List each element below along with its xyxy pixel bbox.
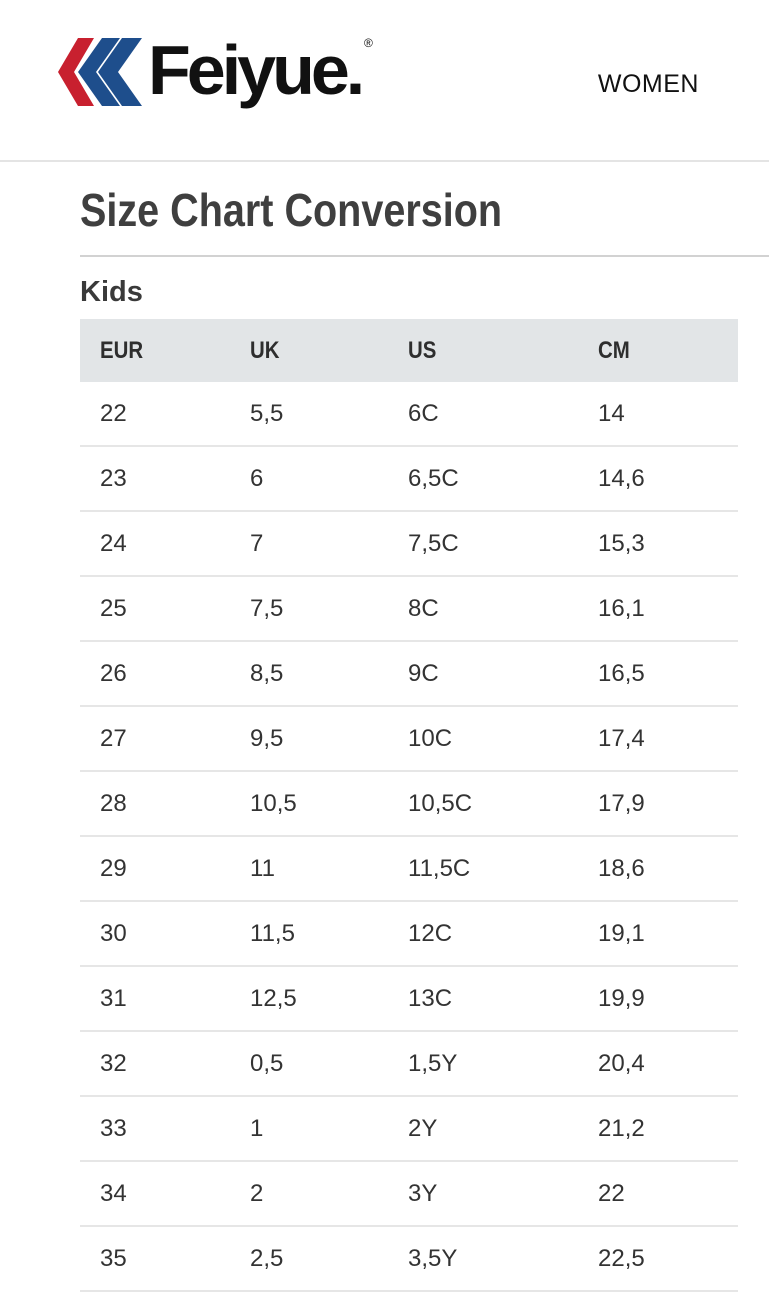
cell-us: 10C bbox=[408, 706, 598, 772]
cell-us: 6,5C bbox=[408, 446, 598, 512]
table-row: 35 2,5 3,5Y 22,5 bbox=[80, 1226, 738, 1292]
cell-us: 3,5Y bbox=[408, 1226, 598, 1292]
cell-uk: 11,5 bbox=[250, 901, 408, 967]
cell-us: 10,5C bbox=[408, 771, 598, 837]
section-title-kids: Kids bbox=[80, 276, 143, 308]
cell-cm: 14 bbox=[598, 382, 738, 447]
cell-us: 6C bbox=[408, 382, 598, 447]
cell-uk: 6 bbox=[250, 446, 408, 512]
cell-cm: 17,4 bbox=[598, 706, 738, 772]
cell-cm: 16,1 bbox=[598, 576, 738, 642]
cell-us: 7,5C bbox=[408, 511, 598, 577]
cell-us: 12C bbox=[408, 901, 598, 967]
table-row: 32 0,5 1,5Y 20,4 bbox=[80, 1031, 738, 1097]
cell-uk: 5,5 bbox=[250, 382, 408, 447]
cell-uk: 8,5 bbox=[250, 641, 408, 707]
header-divider bbox=[0, 160, 769, 162]
cell-cm: 22 bbox=[598, 1161, 738, 1227]
column-header-cm: CM bbox=[598, 319, 738, 382]
cell-eur: 29 bbox=[80, 836, 250, 902]
cell-cm: 15,3 bbox=[598, 511, 738, 577]
cell-uk: 7,5 bbox=[250, 576, 408, 642]
cell-eur: 26 bbox=[80, 641, 250, 707]
cell-eur: 32 bbox=[80, 1031, 250, 1097]
cell-uk: 7 bbox=[250, 511, 408, 577]
column-header-eur: EUR bbox=[80, 319, 250, 382]
cell-uk: 9,5 bbox=[250, 706, 408, 772]
table-row: 27 9,5 10C 17,4 bbox=[80, 706, 738, 772]
cell-cm: 17,9 bbox=[598, 771, 738, 837]
cell-uk: 0,5 bbox=[250, 1031, 408, 1097]
table-row: 31 12,5 13C 19,9 bbox=[80, 966, 738, 1032]
cell-us: 3Y bbox=[408, 1161, 598, 1227]
cell-us: 2Y bbox=[408, 1096, 598, 1162]
page-title: Size Chart Conversion bbox=[80, 184, 503, 236]
site-header: Feiyue. ® WOMEN bbox=[0, 0, 769, 160]
cell-uk: 1 bbox=[250, 1096, 408, 1162]
table-row: 24 7 7,5C 15,3 bbox=[80, 511, 738, 577]
cell-uk: 11 bbox=[250, 836, 408, 902]
cell-eur: 27 bbox=[80, 706, 250, 772]
table-header-row: EUR UK US CM bbox=[80, 319, 738, 382]
brand-logo[interactable]: Feiyue. ® bbox=[56, 31, 386, 114]
cell-us: 1,5Y bbox=[408, 1031, 598, 1097]
table-row: 25 7,5 8C 16,1 bbox=[80, 576, 738, 642]
cell-cm: 19,9 bbox=[598, 966, 738, 1032]
cell-uk: 12,5 bbox=[250, 966, 408, 1032]
cell-uk: 2 bbox=[250, 1161, 408, 1227]
cell-eur: 28 bbox=[80, 771, 250, 837]
table-row: 30 11,5 12C 19,1 bbox=[80, 901, 738, 967]
table-row: 22 5,5 6C 14 bbox=[80, 382, 738, 447]
table-row: 33 1 2Y 21,2 bbox=[80, 1096, 738, 1162]
cell-eur: 23 bbox=[80, 446, 250, 512]
cell-us: 13C bbox=[408, 966, 598, 1032]
table-row: 23 6 6,5C 14,6 bbox=[80, 446, 738, 512]
title-divider bbox=[80, 255, 769, 257]
cell-us: 11,5C bbox=[408, 836, 598, 902]
cell-eur: 30 bbox=[80, 901, 250, 967]
table-row: 29 11 11,5C 18,6 bbox=[80, 836, 738, 902]
cell-cm: 16,5 bbox=[598, 641, 738, 707]
registered-mark: ® bbox=[364, 36, 373, 50]
cell-cm: 19,1 bbox=[598, 901, 738, 967]
cell-eur: 25 bbox=[80, 576, 250, 642]
cell-eur: 31 bbox=[80, 966, 250, 1032]
cell-us: 8C bbox=[408, 576, 598, 642]
column-header-us: US bbox=[408, 319, 598, 382]
cell-us: 9C bbox=[408, 641, 598, 707]
column-header-uk: UK bbox=[250, 319, 408, 382]
cell-uk: 2,5 bbox=[250, 1226, 408, 1292]
table-row: 34 2 3Y 22 bbox=[80, 1161, 738, 1227]
nav-women-link[interactable]: WOMEN bbox=[597, 70, 699, 98]
table-row: 28 10,5 10,5C 17,9 bbox=[80, 771, 738, 837]
brand-name: Feiyue. bbox=[148, 31, 365, 109]
cell-cm: 20,4 bbox=[598, 1031, 738, 1097]
cell-cm: 21,2 bbox=[598, 1096, 738, 1162]
cell-eur: 33 bbox=[80, 1096, 250, 1162]
cell-eur: 24 bbox=[80, 511, 250, 577]
chevron-logo-icon bbox=[58, 38, 142, 106]
cell-eur: 22 bbox=[80, 382, 250, 447]
cell-eur: 34 bbox=[80, 1161, 250, 1227]
size-chart-table: EUR UK US CM 22 5,5 6C 14 23 6 6,5C 14,6… bbox=[80, 319, 738, 1292]
cell-cm: 18,6 bbox=[598, 836, 738, 902]
table-row: 26 8,5 9C 16,5 bbox=[80, 641, 738, 707]
cell-cm: 22,5 bbox=[598, 1226, 738, 1292]
cell-cm: 14,6 bbox=[598, 446, 738, 512]
cell-eur: 35 bbox=[80, 1226, 250, 1292]
cell-uk: 10,5 bbox=[250, 771, 408, 837]
